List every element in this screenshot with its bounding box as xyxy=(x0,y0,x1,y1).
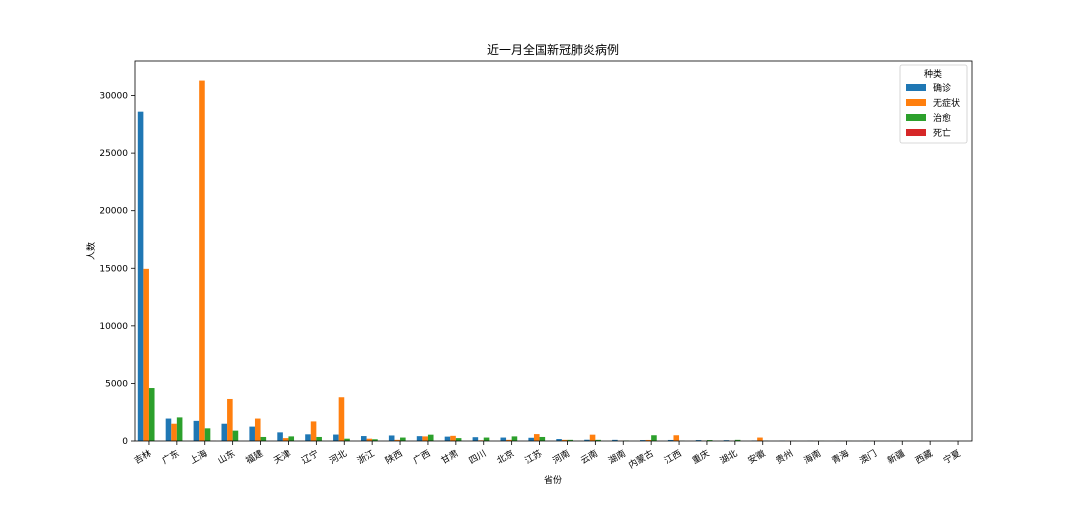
y-tick-label: 10000 xyxy=(99,322,128,332)
bar-无症状-广东 xyxy=(171,424,177,441)
x-tick-label: 上海 xyxy=(188,447,210,466)
x-tick-label: 广西 xyxy=(411,447,433,466)
bar-治愈-北京 xyxy=(512,436,518,441)
x-tick-label: 贵州 xyxy=(774,447,796,466)
x-tick-label: 重庆 xyxy=(690,447,712,466)
bar-无症状-甘肃 xyxy=(450,436,456,441)
x-tick-label: 江西 xyxy=(662,448,683,467)
bar-治愈-陕西 xyxy=(400,438,406,441)
bar-确诊-天津 xyxy=(277,432,283,441)
x-axis-title: 省份 xyxy=(544,474,562,486)
legend-label-确诊: 确诊 xyxy=(933,82,951,94)
x-tick-label: 浙江 xyxy=(355,447,377,466)
y-tick-label: 30000 xyxy=(99,92,128,102)
y-axis-title: 人数 xyxy=(85,242,97,260)
x-tick-label: 辽宁 xyxy=(299,447,321,466)
bar-无症状-天津 xyxy=(283,438,289,441)
bar-治愈-山东 xyxy=(233,431,239,441)
bar-确诊-陕西 xyxy=(389,435,395,441)
x-tick-label: 吉林 xyxy=(132,447,154,466)
bar-确诊-四川 xyxy=(473,437,479,441)
legend-label-治愈: 治愈 xyxy=(933,112,951,124)
bar-确诊-吉林 xyxy=(138,112,144,441)
bar-无症状-吉林 xyxy=(143,269,149,441)
x-tick-label: 内蒙古 xyxy=(626,447,655,471)
x-tick-label: 山东 xyxy=(216,447,238,466)
bar-确诊-上海 xyxy=(194,421,200,441)
legend-swatch-死亡 xyxy=(906,129,926,136)
x-tick-label: 河北 xyxy=(327,447,349,466)
x-tick-label: 海南 xyxy=(801,447,823,466)
x-tick-label: 陕西 xyxy=(383,447,405,466)
bar-确诊-广西 xyxy=(417,436,423,441)
bar-无症状-上海 xyxy=(199,81,205,441)
chart-title: 近一月全国新冠肺炎病例 xyxy=(487,42,619,57)
y-axis: 0 5000 10000 15000 20000 25000 30000 xyxy=(99,92,135,447)
legend-label-无症状: 无症状 xyxy=(933,97,960,109)
x-tick-label: 江苏 xyxy=(522,447,544,466)
x-tick-label: 四川 xyxy=(468,449,489,467)
bar-确诊-浙江 xyxy=(361,436,367,441)
y-tick-label: 20000 xyxy=(99,207,128,217)
bar-确诊-北京 xyxy=(500,438,506,441)
bar-治愈-广西 xyxy=(428,435,434,441)
x-tick-label: 广东 xyxy=(160,447,182,466)
bar-无症状-江西 xyxy=(673,435,679,441)
bar-无症状-安徽 xyxy=(757,438,763,441)
legend-swatch-无症状 xyxy=(906,99,926,106)
x-tick-label: 河南 xyxy=(550,447,572,466)
legend-swatch-确诊 xyxy=(906,84,926,91)
bar-确诊-江苏 xyxy=(528,438,534,441)
x-tick-label: 湖北 xyxy=(718,448,739,467)
bar-治愈-四川 xyxy=(484,438,490,441)
x-tick-label: 安徽 xyxy=(746,447,768,466)
y-tick-label: 5000 xyxy=(105,379,128,389)
bar-确诊-山东 xyxy=(221,424,227,441)
bar-无症状-辽宁 xyxy=(311,421,317,441)
bar-治愈-甘肃 xyxy=(456,438,462,441)
x-tick-label: 青海 xyxy=(829,447,851,466)
x-tick-label: 甘肃 xyxy=(439,447,461,466)
bar-治愈-广东 xyxy=(177,417,183,441)
y-tick-label: 0 xyxy=(122,437,128,447)
x-tick-label: 天津 xyxy=(272,448,293,467)
x-tick-label: 西藏 xyxy=(913,447,935,466)
x-tick-label: 福建 xyxy=(243,447,265,466)
x-axis: 吉林广东上海山东福建天津辽宁河北浙江陕西广西甘肃四川北京江苏河南云南湖南内蒙古江… xyxy=(132,441,963,471)
bar-治愈-福建 xyxy=(261,437,267,441)
x-tick-label: 宁夏 xyxy=(941,447,963,466)
y-tick-label: 15000 xyxy=(99,264,128,274)
y-tick-label: 25000 xyxy=(99,149,128,159)
legend-title: 种类 xyxy=(924,68,942,80)
x-tick-label: 澳门 xyxy=(857,447,879,466)
plot-frame xyxy=(135,61,972,441)
bar-无症状-福建 xyxy=(255,419,261,441)
x-tick-label: 湖南 xyxy=(606,447,628,466)
x-tick-label: 新疆 xyxy=(885,447,907,466)
bar-确诊-河北 xyxy=(333,435,339,441)
bar-确诊-甘肃 xyxy=(445,437,451,441)
legend-swatch-治愈 xyxy=(906,114,926,121)
bar-治愈-吉林 xyxy=(149,388,155,441)
bar-确诊-福建 xyxy=(249,427,255,441)
bar-无症状-山东 xyxy=(227,399,233,441)
bar-确诊-广东 xyxy=(166,419,172,441)
bar-确诊-辽宁 xyxy=(305,434,311,441)
x-tick-label: 云南 xyxy=(578,447,600,466)
bar-无症状-江苏 xyxy=(534,434,540,441)
legend-label-死亡: 死亡 xyxy=(933,127,951,139)
bar-无症状-云南 xyxy=(590,435,596,441)
bar-治愈-天津 xyxy=(288,436,294,441)
bar-治愈-辽宁 xyxy=(316,437,322,441)
bar-治愈-江苏 xyxy=(540,437,546,441)
bar-无症状-广西 xyxy=(422,436,428,441)
bar-无症状-河北 xyxy=(339,397,345,441)
bar-治愈-内蒙古 xyxy=(651,435,657,441)
x-tick-label: 北京 xyxy=(495,447,517,466)
bars-group xyxy=(138,81,953,441)
bar-治愈-上海 xyxy=(205,428,211,441)
